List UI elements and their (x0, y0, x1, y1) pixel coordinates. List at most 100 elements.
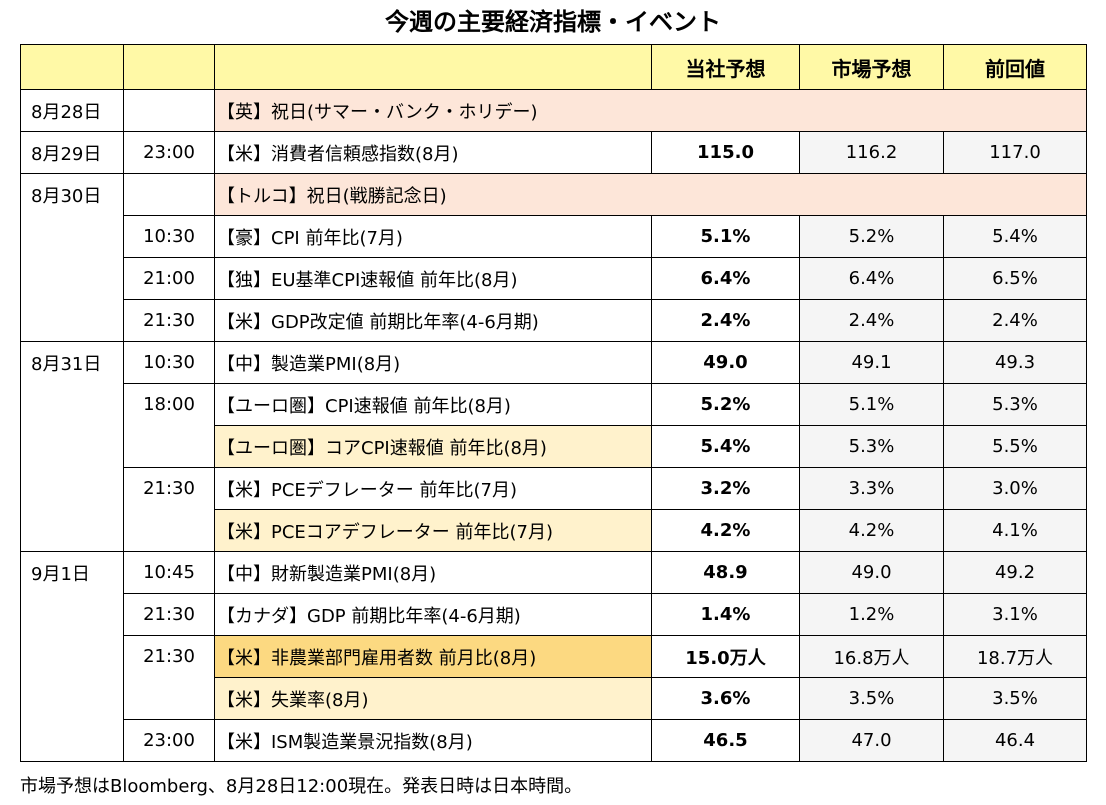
previous-value-cell: 49.2 (943, 551, 1087, 594)
event-cell: 【米】失業率(8月) (214, 677, 652, 720)
economic-calendar-table: 当社予想 市場予想 前回値 8月28日 【英】祝日(サマー・バンク・ホリデー) … (20, 44, 1087, 762)
time-cell: 18:00 (123, 383, 215, 468)
event-cell: 【米】消費者信頼感指数(8月) (214, 131, 652, 174)
table-row: 21:00 【独】EU基準CPI速報値 前年比(8月) 6.4% 6.4% 6.… (21, 257, 1087, 300)
date-cell: 8月28日 (20, 89, 124, 132)
header-time (123, 44, 215, 90)
time-cell: 21:30 (123, 299, 215, 342)
previous-value-cell: 6.5% (943, 257, 1087, 300)
market-forecast-cell: 5.3% (799, 425, 944, 468)
previous-value-cell: 49.3 (943, 341, 1087, 384)
table-row: 18:00 【ユーロ圏】CPI速報値 前年比(8月) 5.2% 5.1% 5.3… (21, 383, 1087, 468)
header-row: 当社予想 市場予想 前回値 (20, 44, 1087, 90)
time-cell: 10:30 (123, 341, 215, 384)
previous-value-cell: 5.4% (943, 215, 1087, 258)
table-row: 8月29日 23:00 【米】消費者信頼感指数(8月) 115.0 116.2 … (20, 131, 1087, 174)
table-row: 21:30 【米】GDP改定値 前期比年率(4-6月期) 2.4% 2.4% 2… (21, 299, 1087, 342)
footnote: 市場予想はBloomberg、8月28日12:00現在。発表日時は日本時間。 (20, 776, 583, 797)
time-cell: 21:00 (123, 257, 215, 300)
event-cell: 【中】製造業PMI(8月) (214, 341, 652, 384)
market-forecast-cell: 1.2% (799, 593, 944, 636)
event-cell: 【米】PCEコアデフレーター 前年比(7月) (214, 509, 652, 552)
market-forecast-cell: 6.4% (799, 257, 944, 300)
market-forecast-cell: 5.2% (799, 215, 944, 258)
event-cell: 【カナダ】GDP 前期比年率(4-6月期) (214, 593, 652, 636)
date-cell: 8月31日 (20, 341, 124, 552)
event-cell: 【豪】CPI 前年比(7月) (214, 215, 652, 258)
holiday-cell: 【トルコ】祝日(戦勝記念日) (214, 173, 1087, 216)
own-forecast-cell: 3.6% (651, 677, 800, 720)
table-row: 8月28日 【英】祝日(サマー・バンク・ホリデー) (20, 89, 1087, 132)
time-cell: 21:30 (123, 593, 215, 636)
table-row: 【ユーロ圏】コアCPI速報値 前年比(8月) 5.4% 5.3% 5.5% (21, 425, 1087, 468)
own-forecast-cell: 15.0万人 (651, 635, 800, 678)
table-row: 8月31日 10:30 【中】製造業PMI(8月) 49.0 49.1 49.3 (20, 341, 1087, 552)
own-forecast-cell: 1.4% (651, 593, 800, 636)
time-cell: 10:30 (123, 215, 215, 258)
table-row: 21:30 【カナダ】GDP 前期比年率(4-6月期) 1.4% 1.2% 3.… (21, 593, 1087, 636)
market-forecast-cell: 47.0 (799, 719, 944, 762)
previous-value-cell: 18.7万人 (943, 635, 1087, 678)
previous-value-cell: 5.5% (943, 425, 1087, 468)
header-previous: 前回値 (943, 44, 1087, 90)
holiday-cell: 【英】祝日(サマー・バンク・ホリデー) (214, 89, 1087, 132)
table-row: 【米】PCEコアデフレーター 前年比(7月) 4.2% 4.2% 4.1% (21, 509, 1087, 552)
own-forecast-cell: 4.2% (651, 509, 800, 552)
own-forecast-cell: 6.4% (651, 257, 800, 300)
event-cell: 【中】財新製造業PMI(8月) (214, 551, 652, 594)
own-forecast-cell: 5.4% (651, 425, 800, 468)
table-row: 9月1日 10:45 【中】財新製造業PMI(8月) 48.9 49.0 49.… (20, 551, 1087, 762)
event-cell: 【米】非農業部門雇用者数 前月比(8月) (214, 635, 652, 678)
own-forecast-cell: 2.4% (651, 299, 800, 342)
time-cell: 21:30 (123, 635, 215, 720)
own-forecast-cell: 5.2% (651, 383, 800, 426)
event-cell: 【米】ISM製造業景況指数(8月) (214, 719, 652, 762)
page-title: 今週の主要経済指標・イベント (385, 8, 721, 36)
own-forecast-cell: 48.9 (651, 551, 800, 594)
previous-value-cell: 4.1% (943, 509, 1087, 552)
event-cell: 【米】PCEデフレーター 前年比(7月) (214, 467, 652, 510)
header-own-forecast: 当社予想 (651, 44, 800, 90)
own-forecast-cell: 5.1% (651, 215, 800, 258)
previous-value-cell: 46.4 (943, 719, 1087, 762)
previous-value-cell: 3.0% (943, 467, 1087, 510)
market-forecast-cell: 3.5% (799, 677, 944, 720)
market-forecast-cell: 4.2% (799, 509, 944, 552)
date-cell: 9月1日 (20, 551, 124, 762)
event-cell: 【米】GDP改定値 前期比年率(4-6月期) (214, 299, 652, 342)
previous-value-cell: 5.3% (943, 383, 1087, 426)
table-row: 10:30 【豪】CPI 前年比(7月) 5.1% 5.2% 5.4% (21, 215, 1087, 258)
table-row: 【米】失業率(8月) 3.6% 3.5% 3.5% (21, 677, 1087, 720)
market-forecast-cell: 49.0 (799, 551, 944, 594)
table-row: 8月30日 【トルコ】祝日(戦勝記念日) (20, 173, 1087, 342)
own-forecast-cell: 115.0 (651, 131, 800, 174)
table-row: 23:00 【米】ISM製造業景況指数(8月) 46.5 47.0 46.4 (21, 719, 1087, 762)
event-cell: 【ユーロ圏】コアCPI速報値 前年比(8月) (214, 425, 652, 468)
time-cell: 21:30 (123, 467, 215, 552)
previous-value-cell: 3.1% (943, 593, 1087, 636)
market-forecast-cell: 49.1 (799, 341, 944, 384)
market-forecast-cell: 16.8万人 (799, 635, 944, 678)
market-forecast-cell: 116.2 (799, 131, 944, 174)
market-forecast-cell: 5.1% (799, 383, 944, 426)
table-row: 21:30 【米】非農業部門雇用者数 前月比(8月) 15.0万人 16.8万人… (21, 635, 1087, 720)
previous-value-cell: 3.5% (943, 677, 1087, 720)
market-forecast-cell: 2.4% (799, 299, 944, 342)
time-cell: 23:00 (123, 131, 215, 174)
date-cell: 8月30日 (20, 173, 124, 342)
own-forecast-cell: 49.0 (651, 341, 800, 384)
header-event (214, 44, 652, 90)
time-cell (123, 89, 215, 132)
event-cell: 【ユーロ圏】CPI速報値 前年比(8月) (214, 383, 652, 426)
table-row: 21:30 【米】PCEデフレーター 前年比(7月) 3.2% 3.3% 3.0… (21, 467, 1087, 552)
header-date (20, 44, 124, 90)
previous-value-cell: 2.4% (943, 299, 1087, 342)
time-cell: 10:45 (123, 551, 215, 594)
own-forecast-cell: 46.5 (651, 719, 800, 762)
event-cell: 【独】EU基準CPI速報値 前年比(8月) (214, 257, 652, 300)
own-forecast-cell: 3.2% (651, 467, 800, 510)
previous-value-cell: 117.0 (943, 131, 1087, 174)
time-cell (123, 173, 215, 216)
market-forecast-cell: 3.3% (799, 467, 944, 510)
header-market-forecast: 市場予想 (799, 44, 944, 90)
